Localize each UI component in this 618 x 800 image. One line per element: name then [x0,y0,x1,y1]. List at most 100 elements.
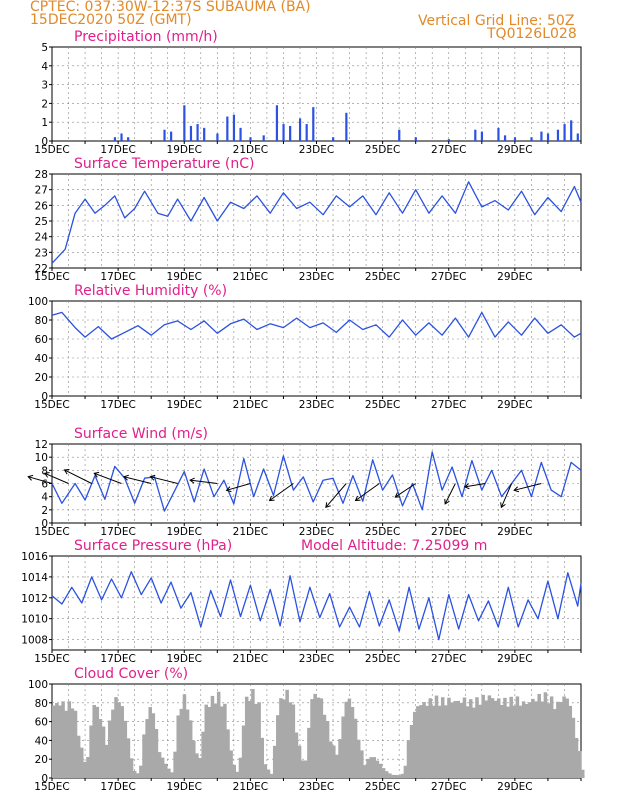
precip-bar [113,137,117,141]
cloud-bar [534,701,538,778]
x-tick-label: 21DEC [233,399,268,411]
cloud-bar [347,698,352,778]
y-tick-label: 80 [35,698,48,710]
cloud-bar [294,732,299,778]
cloud-bar [375,760,380,778]
precip-bar [163,129,166,141]
cloud-bar [201,731,205,778]
y-tick-label: 25 [35,216,48,228]
x-tick-label: 23DEC [299,781,334,793]
cloud-bar [437,705,442,778]
cloud-bar [416,706,420,778]
cloud-bar [512,705,517,778]
cloud-bar [304,760,308,778]
cloud-bar [114,697,118,778]
wind-vector-head [63,469,70,475]
y-tick-label: 0 [41,136,48,148]
y-tick-label: 10 [35,452,48,464]
wind-vector [94,472,122,484]
x-tick-label: 27DEC [431,144,466,156]
precip-bar [216,133,219,141]
cloud-bar [182,694,187,778]
cloud-bar [136,773,140,778]
cloud-bar [496,698,501,778]
cloud-bar [160,757,165,778]
cloud-bar [565,698,569,778]
y-tick-label: 5 [41,42,48,54]
y-tick-label: 100 [28,296,48,308]
x-tick-label: 17DEC [100,144,135,156]
cloud-bar [360,750,364,778]
cloud-bar [73,710,78,778]
x-tick-label: 23DEC [299,653,334,665]
wind-vector-head [513,486,520,493]
cloud-bar [394,774,398,778]
y-tick-label: 20 [35,754,48,766]
x-tick-label: 17DEC [100,781,135,793]
cloud-bar [195,753,199,778]
chart-annotation: Model Altitude: 7.25099 m [301,538,487,554]
cloud-bar [151,713,156,778]
cloud-bar [263,764,268,778]
cloud-bar [123,720,128,778]
header-line1: CPTEC: 037:30W-12:37S SUBAUMA (BA) [30,0,311,15]
cloud-bar [95,706,100,778]
cloud-bar [328,741,333,778]
precip-bar [170,131,173,141]
x-tick-label: 29DEC [497,144,532,156]
cloud-bar [145,719,149,778]
cloud-bar [506,706,510,778]
y-tick-label: 27 [35,185,48,197]
y-tick-label: 4 [41,61,48,73]
wind-vector [514,483,542,491]
cloud-bar [266,769,271,778]
cloud-bar [316,697,321,778]
cloud-bar [472,707,476,778]
x-tick-label: 23DEC [299,144,334,156]
x-tick-label: 15DEC [34,144,69,156]
wind-vector-head [394,492,401,498]
y-tick-label: 1 [41,117,48,129]
panel-5: 0 20 40 60 80 100 15DEC 17DEC 19DEC 21DEC 23DEC 25D… [28,666,585,793]
x-tick-label: 21DEC [233,144,268,156]
y-tick-label: 1008 [21,635,48,647]
y-tick-label: 0 [41,391,48,403]
precip-bar [289,125,292,141]
cloud-bar [111,709,115,778]
cloud-bar [332,745,336,778]
x-tick-label: 29DEC [497,399,532,411]
precip-bar [414,137,417,141]
precip-bar [576,133,579,141]
y-tick-label: 100 [28,679,48,691]
x-tick-label: 27DEC [431,526,466,538]
cloud-bar [403,765,408,778]
y-tick-label: 12 [35,439,48,451]
x-tick-label: 27DEC [431,653,466,665]
cloud-bar [353,718,358,778]
wind-vector-head [123,474,129,481]
cloud-bar [574,737,579,778]
panel-2: 0 20 40 60 80 100 15DEC 17DEC 19DEC 21DEC 23DEC 25D… [28,283,582,411]
cloud-bar [490,698,495,778]
cloud-bar [372,757,377,778]
cloud-bar [531,698,535,778]
x-tick-label: 15DEC [34,781,69,793]
chart-title: Relative Humidity (%) [74,283,227,299]
cloud-bar [126,738,131,778]
cloud-bar [524,703,529,778]
wind-vector [190,479,218,484]
precip-bar [480,131,484,141]
x-tick-label: 15DEC [34,399,69,411]
y-tick-label: 23 [35,247,48,259]
cloud-bar [322,714,327,778]
cloud-bar [238,757,243,778]
header-right1: Vertical Grid Line: 50Z [418,13,575,29]
cloud-bar [422,702,426,778]
precip-bar [540,131,543,141]
cloud-bar [543,692,548,778]
cloud-bar [447,697,451,778]
cloud-bar [384,771,389,778]
cloud-bar [154,728,159,778]
x-tick-label: 17DEC [100,399,135,411]
